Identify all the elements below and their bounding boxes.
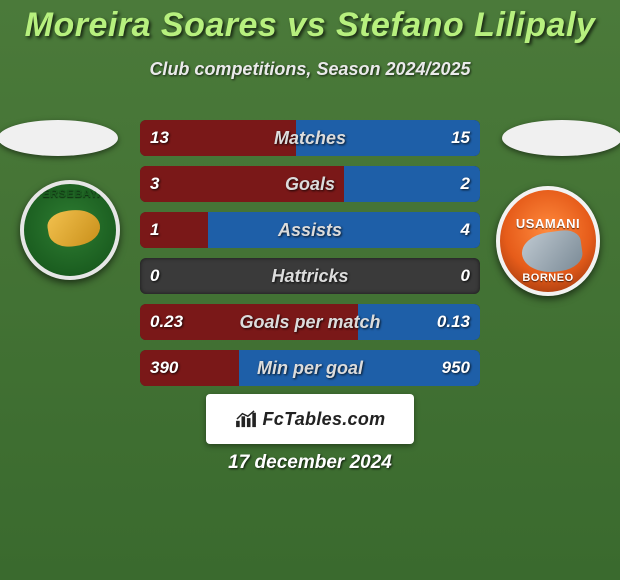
page-title: Moreira Soares vs Stefano Lilipaly: [0, 0, 620, 45]
stat-value-right: 2: [461, 166, 470, 202]
stat-label: Min per goal: [140, 350, 480, 386]
content-root: Moreira Soares vs Stefano Lilipaly Club …: [0, 0, 620, 580]
club-badge-right-text-mid: USAMANI: [516, 216, 580, 231]
club-badge-right-text-bot: BORNEO: [522, 272, 573, 284]
page-subtitle: Club competitions, Season 2024/2025: [0, 59, 620, 80]
stat-label: Hattricks: [140, 258, 480, 294]
stat-value-left: 1: [150, 212, 159, 248]
stat-value-left: 3: [150, 166, 159, 202]
date-label: 17 december 2024: [0, 452, 620, 474]
stat-label: Goals: [140, 166, 480, 202]
brand-chart-icon: [235, 410, 257, 428]
club-badge-right-icon: [520, 228, 585, 276]
stat-label: Assists: [140, 212, 480, 248]
stat-value-right: 0.13: [437, 304, 470, 340]
brand-banner: FcTables.com: [206, 394, 414, 444]
stat-value-right: 0: [461, 258, 470, 294]
stat-row: Matches13 15: [140, 120, 480, 156]
stat-label: Goals per match: [140, 304, 480, 340]
stat-row: Goals3 2: [140, 166, 480, 202]
stat-label: Matches: [140, 120, 480, 156]
player-photo-right-placeholder: [502, 120, 620, 156]
club-badge-left-icon: [45, 206, 102, 250]
stat-row: Goals per match0.23 0.13: [140, 304, 480, 340]
stat-value-left: 390: [150, 350, 178, 386]
stat-value-left: 0: [150, 258, 159, 294]
club-badge-left: PERSEBAYA: [20, 180, 120, 280]
stats-comparison-chart: Matches13 15 Goals3 2 Assists1 4 Hattricks0 0 Go…: [140, 120, 480, 396]
stat-value-right: 950: [442, 350, 470, 386]
stat-value-left: 0.23: [150, 304, 183, 340]
stat-row: Assists1 4: [140, 212, 480, 248]
club-badge-right: USAMANI BORNEO: [496, 186, 600, 296]
player-photo-left-placeholder: [0, 120, 118, 156]
brand-text: FcTables.com: [263, 409, 386, 430]
stat-row: Hattricks0 0: [140, 258, 480, 294]
stat-value-right: 15: [451, 120, 470, 156]
stat-value-left: 13: [150, 120, 169, 156]
stat-value-right: 4: [461, 212, 470, 248]
club-badge-left-text: PERSEBAYA: [35, 188, 106, 200]
stat-row: Min per goal390 950: [140, 350, 480, 386]
